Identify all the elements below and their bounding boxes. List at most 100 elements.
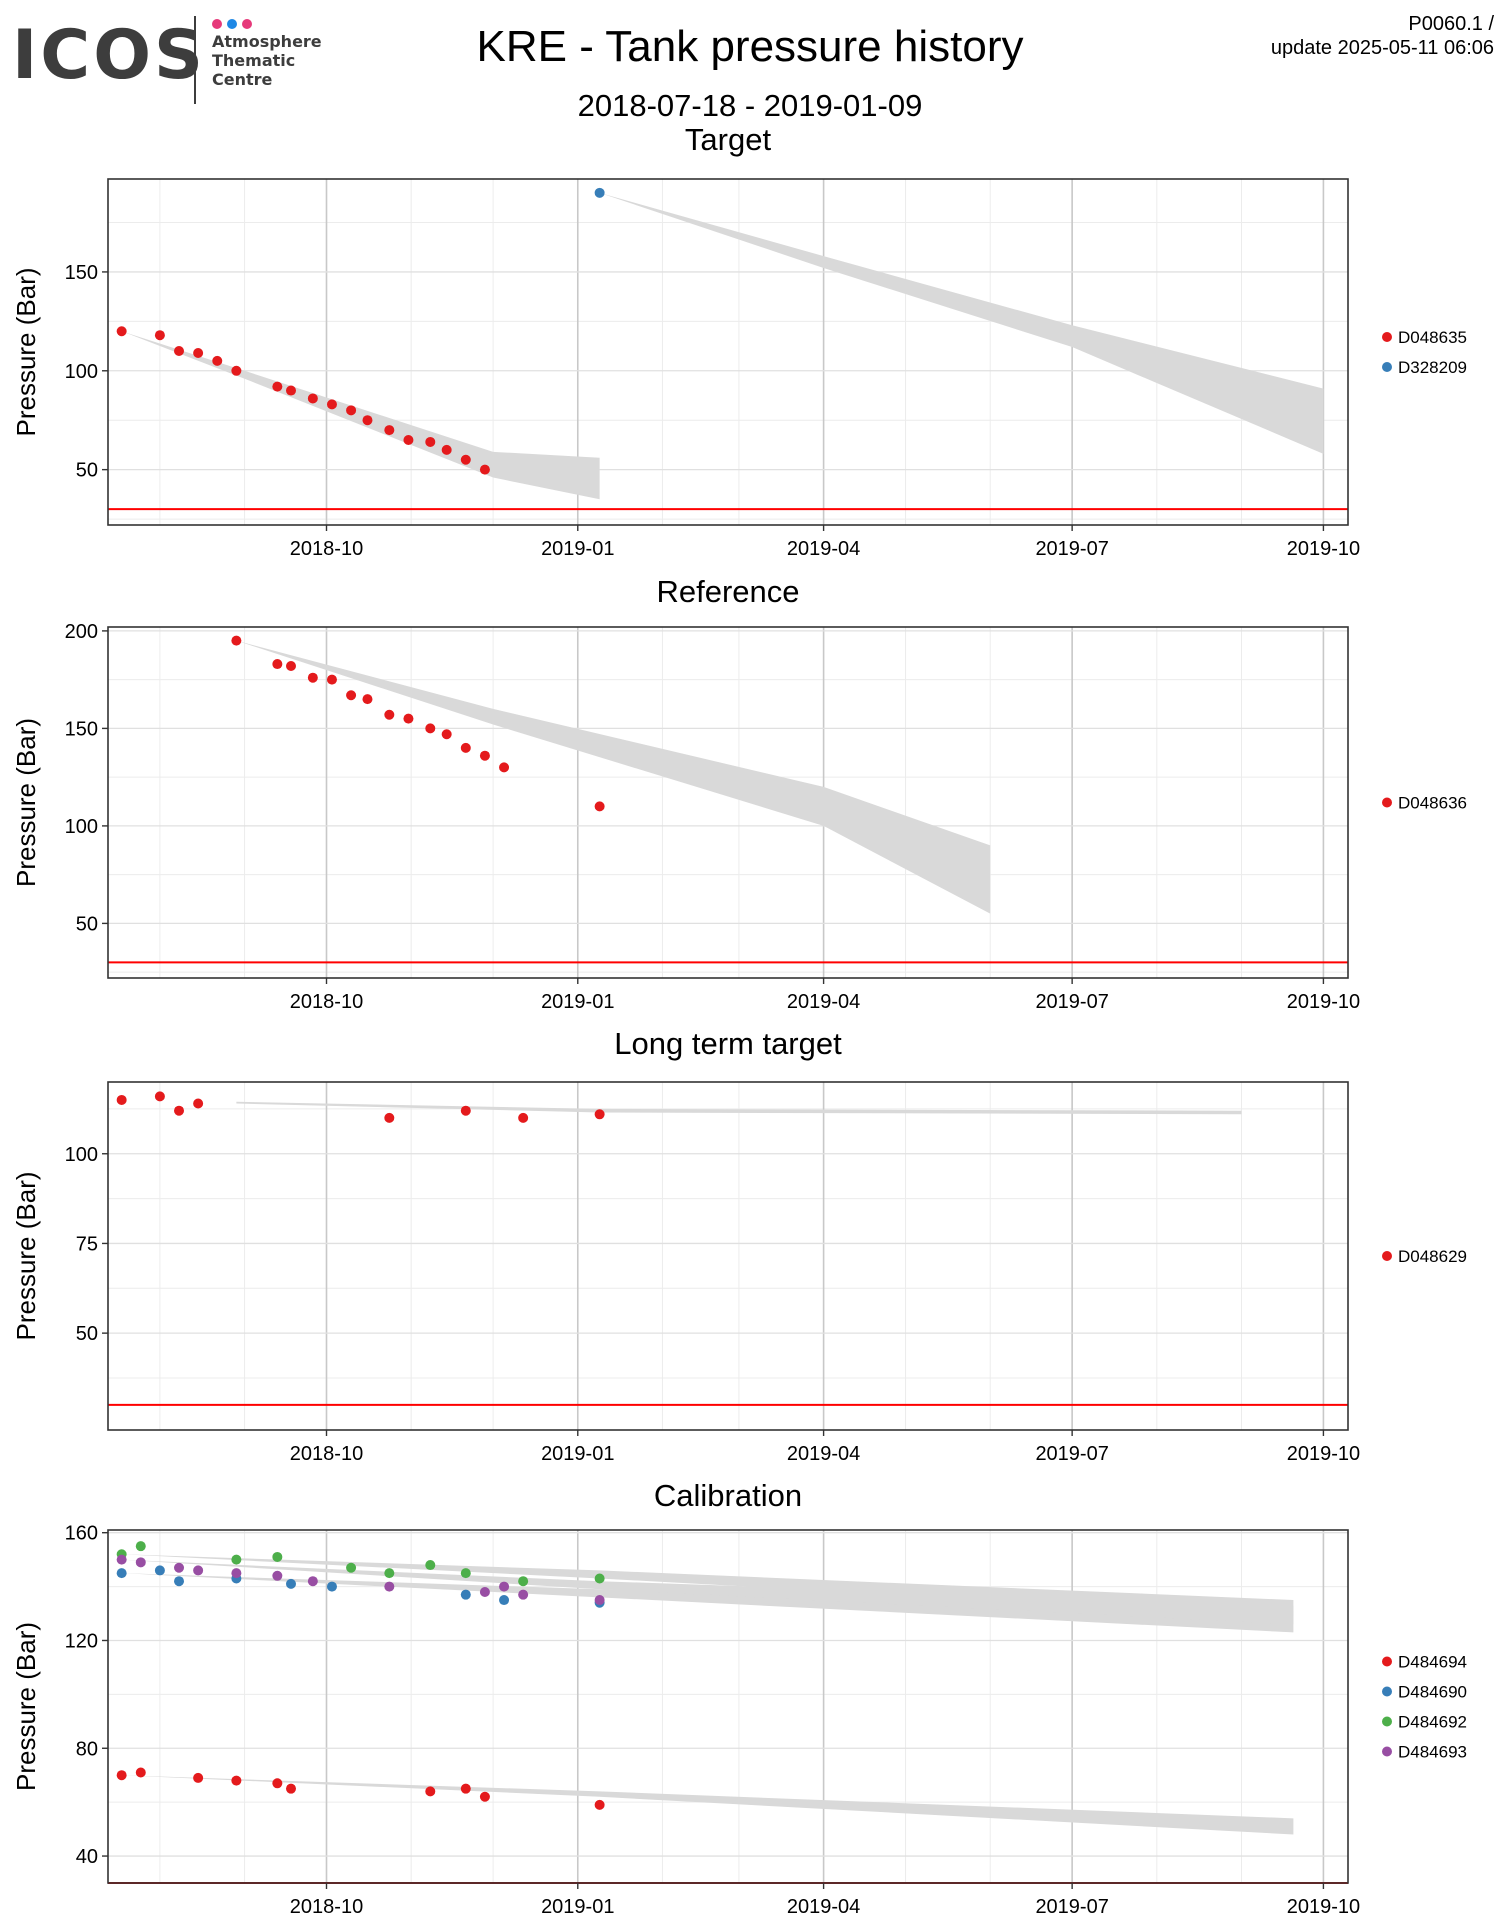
data-point	[154, 1091, 165, 1102]
data-point	[479, 1586, 490, 1597]
data-point	[425, 723, 436, 734]
y-tick-label: 50	[76, 460, 98, 482]
x-tick-label: 2019-04	[787, 1896, 860, 1918]
x-tick-label: 2019-01	[541, 1896, 614, 1918]
data-point	[272, 381, 283, 392]
chart-panel-calibration: Calibration 40 80 120 160 2018-10 2019-01 2019-…	[11, 1478, 1467, 1918]
data-point	[594, 187, 605, 198]
x-tick-label: 2019-01	[541, 538, 614, 560]
x-tick-label: 2019-01	[541, 1443, 614, 1465]
logo-org-name: Atmosphere Thematic Centre	[212, 32, 322, 89]
y-tick-label: 100	[65, 361, 98, 383]
data-point	[362, 415, 373, 426]
y-axis-label: Pressure (Bar)	[11, 1171, 41, 1340]
x-tick-label: 2018-10	[290, 991, 363, 1013]
legend-label: D484692	[1398, 1713, 1467, 1732]
data-point	[307, 393, 318, 404]
data-point	[272, 1778, 283, 1789]
data-point	[518, 1576, 529, 1587]
x-tick-label: 2019-10	[1287, 538, 1360, 560]
legend-marker	[1382, 1746, 1392, 1757]
data-point	[594, 801, 605, 812]
data-point	[135, 1557, 146, 1568]
data-point	[403, 434, 414, 445]
data-point	[460, 742, 471, 753]
data-point	[518, 1589, 529, 1600]
data-point	[384, 1581, 395, 1592]
logo-dot	[227, 19, 237, 29]
legend: D484694 D484690 D484692 D484693	[1382, 1653, 1467, 1762]
y-tick-label: 80	[76, 1738, 98, 1760]
data-point	[499, 1595, 510, 1606]
y-tick-label: 50	[76, 1323, 98, 1345]
plot-border	[107, 1529, 1349, 1884]
data-point	[154, 330, 165, 341]
data-point	[231, 1568, 242, 1579]
data-point	[346, 405, 357, 416]
update-line: update 2025-05-11 06:06	[1270, 37, 1494, 59]
legend: D048629	[1382, 1247, 1467, 1266]
y-tick-label: 150	[65, 718, 98, 740]
legend-label: D048629	[1398, 1247, 1467, 1266]
legend-marker	[1382, 362, 1392, 372]
plot-border	[107, 1081, 1349, 1431]
y-tick-label: 120	[65, 1630, 98, 1652]
data-point	[307, 1576, 318, 1587]
x-tick-label: 2019-01	[541, 991, 614, 1013]
y-tick-label: 200	[65, 621, 98, 643]
data-point	[285, 1783, 296, 1794]
legend-label: D048635	[1398, 328, 1467, 347]
forecast-band	[599, 192, 1324, 454]
data-point	[193, 1098, 204, 1109]
data-point	[384, 709, 395, 720]
legend-marker	[1382, 1716, 1392, 1727]
legend-marker	[1382, 1686, 1392, 1697]
data-point	[518, 1112, 529, 1123]
data-point	[154, 1565, 165, 1576]
data-point	[460, 1589, 471, 1600]
legend-label: D048636	[1398, 794, 1467, 813]
data-point	[231, 365, 242, 376]
logo-separator	[194, 16, 196, 104]
chart-panel-target: Target 50 100 150 2018-10 2019-01 2019-04 2019-…	[11, 122, 1467, 560]
data-point	[384, 1568, 395, 1579]
plot-border	[107, 626, 1349, 979]
data-point	[460, 1568, 471, 1579]
y-tick-label: 160	[65, 1523, 98, 1545]
legend: D048636	[1382, 794, 1467, 813]
data-point	[193, 1772, 204, 1783]
data-point	[346, 1562, 357, 1573]
x-tick-label: 2019-10	[1287, 1896, 1360, 1918]
logo-dot	[212, 19, 222, 29]
x-tick-label: 2018-10	[290, 538, 363, 560]
data-point	[326, 1581, 337, 1592]
data-point	[326, 674, 337, 685]
forecast-band	[121, 331, 600, 500]
y-tick-label: 150	[65, 262, 98, 284]
y-axis-label: Pressure (Bar)	[11, 267, 41, 436]
data-point	[425, 1560, 436, 1571]
data-point	[384, 1112, 395, 1123]
x-tick-label: 2019-04	[787, 991, 860, 1013]
data-point	[285, 1578, 296, 1589]
data-point	[326, 399, 337, 410]
data-point	[479, 1791, 490, 1802]
y-tick-label: 40	[76, 1846, 98, 1868]
logo-dot	[242, 19, 252, 29]
data-point	[212, 355, 223, 366]
data-point	[441, 729, 452, 740]
y-tick-label: 50	[76, 913, 98, 935]
x-tick-label: 2019-07	[1035, 1896, 1108, 1918]
logo-org-line: Centre	[212, 70, 273, 89]
chart-title: Reference	[656, 574, 799, 609]
data-point	[231, 635, 242, 646]
legend-marker	[1382, 797, 1392, 808]
data-point	[460, 454, 471, 465]
data-point	[594, 1573, 605, 1584]
data-point	[193, 347, 204, 358]
legend-label: D484690	[1398, 1683, 1467, 1702]
forecast-band	[121, 1573, 1294, 1633]
legend-marker	[1382, 1251, 1392, 1261]
version-line: P0060.1 /	[1408, 13, 1494, 35]
